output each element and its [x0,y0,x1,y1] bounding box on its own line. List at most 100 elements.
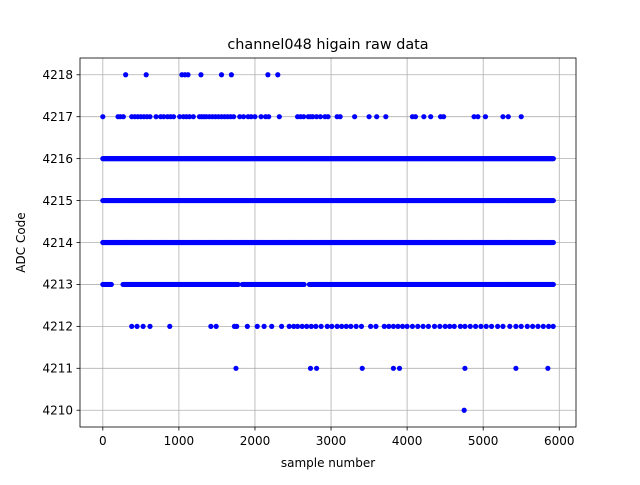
data-point [143,72,149,78]
data-point [231,114,237,120]
data-point [383,114,389,120]
data-point [140,323,146,329]
data-point [100,114,106,120]
data-point [198,72,204,78]
data-point [399,323,406,329]
data-point [513,323,519,329]
data-point [475,114,481,120]
data-point [234,323,240,329]
data-point [339,323,345,329]
data-point [304,323,310,329]
data-point [381,323,387,329]
data-point [147,323,153,329]
data-point [254,323,260,329]
data-point [550,281,556,288]
data-point [500,323,506,329]
data-point [428,114,434,120]
data-point [483,323,489,329]
data-point [237,114,243,120]
data-point [352,114,358,120]
data-point [518,114,524,120]
data-point [286,323,292,329]
y-tick-label: 4212 [42,320,73,334]
data-point [550,197,556,204]
data-point [299,323,305,329]
data-point [129,323,135,329]
data-point [462,323,468,329]
data-point [390,365,397,371]
data-point [420,323,426,329]
data-point [441,114,447,120]
data-point [147,114,153,120]
data-point [457,323,463,329]
data-point [412,114,419,120]
data-point [186,114,193,120]
x-tick-label: 4000 [392,434,423,448]
data-point [123,72,129,78]
data-point [317,114,323,120]
data-point [390,323,397,329]
data-point [228,72,234,78]
y-axis-label: ADC Code [14,212,28,272]
data-point [366,114,372,120]
data-point [505,114,511,120]
data-point [507,323,513,329]
data-point [170,114,177,120]
data-point [546,323,552,329]
data-point [386,323,392,329]
data-point [233,365,239,371]
data-point [244,323,250,329]
data-point [134,323,140,329]
data-point [329,323,335,329]
data-point [218,72,225,78]
data-point [442,323,448,329]
data-point [431,323,438,329]
y-tick-label: 4216 [42,152,73,166]
data-point [404,323,410,329]
data-point [540,323,546,329]
x-tick-label: 6000 [544,434,575,448]
chart-title: channel048 higain raw data [227,37,428,53]
data-point [447,323,453,329]
data-point [240,114,247,120]
data-point [307,365,314,371]
data-point [500,114,506,120]
data-point [291,323,297,329]
data-point [185,72,191,78]
data-point [310,114,316,120]
data-point [258,114,264,120]
data-point [359,365,365,371]
data-point [524,323,530,329]
data-point [358,323,365,329]
data-point [467,323,473,329]
data-point [337,114,343,120]
data-point [248,114,254,120]
data-point [190,114,196,120]
data-point [318,323,324,329]
data-point [373,323,379,329]
y-axis-ticks: 4210 4211 4212 4213 4214 4215 4216 4217 4218 [42,68,80,418]
x-tick-label: 0 [99,434,107,448]
data-point [261,323,267,329]
data-point [495,323,501,329]
data-point [488,323,495,329]
data-point [415,323,421,329]
data-point [348,323,354,329]
data-point [324,323,330,329]
data-point [108,281,114,288]
data-point [425,323,432,329]
data-point [421,114,427,120]
data-point [471,114,477,120]
x-tick-label: 2000 [240,434,271,448]
x-axis-label: sample number [281,456,375,470]
data-point [120,114,126,120]
data-point [550,323,556,329]
data-point [396,365,403,371]
data-point [177,114,183,120]
data-point [530,323,536,329]
data-point [343,323,349,329]
x-tick-label: 3000 [316,434,347,448]
data-point [535,323,541,329]
data-point [482,114,489,120]
y-tick-label: 4214 [42,236,73,250]
